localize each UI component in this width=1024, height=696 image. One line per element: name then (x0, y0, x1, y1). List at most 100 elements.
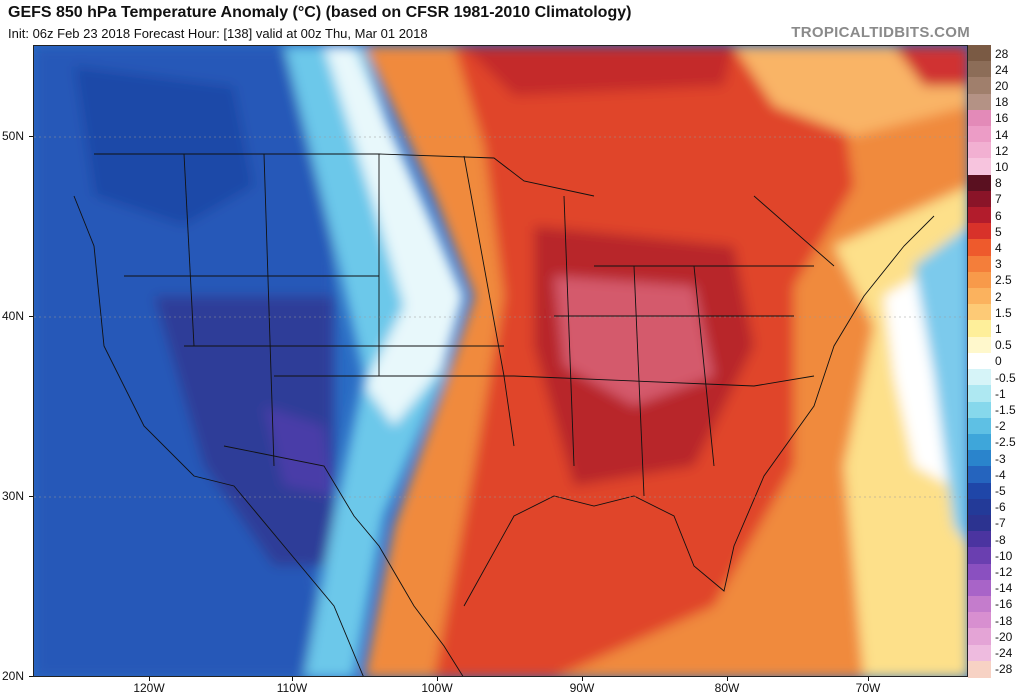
us-mexico-border (223, 445, 464, 676)
colorbar-entry: 1 (968, 320, 1024, 338)
colorbar-entry: -1 (968, 385, 1024, 403)
colorbar-label: 0.5 (995, 338, 1012, 353)
colorbar-label: -10 (995, 548, 1013, 563)
colorbar-entry: -0.5 (968, 369, 1024, 387)
colorbar-label: 16 (995, 111, 1009, 126)
lon-tick (292, 677, 293, 681)
colorbar-label: -6 (995, 500, 1006, 515)
colorbar-label: 2.5 (995, 273, 1012, 288)
colorbar-entry: -2 (968, 417, 1024, 435)
colorbar-label: 0 (995, 354, 1002, 369)
colorbar-entry: 14 (968, 126, 1024, 144)
colorbar-swatch (968, 531, 991, 549)
colorbar-entry: 10 (968, 158, 1024, 176)
colorbar-swatch (968, 401, 991, 419)
colorbar-entry: -16 (968, 595, 1024, 613)
colorbar-entry: 20 (968, 77, 1024, 95)
colorbar-entry: -20 (968, 628, 1024, 646)
colorbar-label: 20 (995, 78, 1009, 93)
lat-tick (29, 676, 33, 677)
us-canada-border (94, 153, 595, 197)
colorbar-swatch (968, 482, 991, 500)
colorbar-label: -18 (995, 613, 1013, 628)
colorbar-swatch (968, 320, 991, 338)
colorbar-swatch (968, 45, 991, 62)
colorbar-swatch (968, 126, 991, 144)
colorbar-entry: -5 (968, 482, 1024, 500)
colorbar-swatch (968, 660, 991, 678)
colorbar-label: 14 (995, 127, 1009, 142)
colorbar-swatch (968, 304, 991, 322)
cold-anomaly-southwest (154, 296, 334, 566)
colorbar-label: 12 (995, 143, 1009, 158)
colorbar-label: -7 (995, 516, 1006, 531)
colorbar-entry: 4 (968, 239, 1024, 257)
colorbar-entry: -12 (968, 563, 1024, 581)
colorbar-swatch (968, 433, 991, 451)
colorbar-swatch (968, 644, 991, 662)
west-coast (73, 195, 364, 676)
lon-tick (149, 677, 150, 681)
lat-tick (29, 316, 33, 317)
colorbar-label: 6 (995, 208, 1002, 223)
colorbar-label: -3 (995, 451, 1006, 466)
colorbar-swatch (968, 498, 991, 516)
colorbar-entry: -14 (968, 579, 1024, 597)
colorbar-entry: 7 (968, 190, 1024, 208)
cold-anomaly-northwest (74, 66, 254, 226)
colorbar-swatch (968, 93, 991, 111)
colorbar-swatch (968, 271, 991, 289)
colorbar-swatch (968, 109, 991, 127)
colorbar-entry: -4 (968, 466, 1024, 484)
colorbar-label: -1.5 (995, 403, 1016, 417)
colorbar-swatch (968, 255, 991, 273)
lat-label-30n: 30N (2, 489, 25, 503)
lon-tick (727, 677, 728, 681)
map-title: GEFS 850 hPa Temperature Anomaly (°C) (b… (8, 4, 632, 21)
colorbar-entry: 28 (968, 45, 1024, 62)
colorbar-label: 18 (995, 95, 1009, 110)
colorbar-label: 7 (995, 192, 1002, 207)
brand-watermark: TROPICALTIDBITS.COM (791, 24, 970, 41)
cool-atlantic (914, 227, 967, 544)
cold-core-purple (264, 406, 334, 496)
colorbar-entry: -18 (968, 612, 1024, 630)
colorbar-label: -20 (995, 629, 1013, 644)
colorbar-entry: 2.5 (968, 271, 1024, 289)
colorbar-label: -5 (995, 484, 1006, 499)
colorbar-entry: 0.5 (968, 336, 1024, 354)
colorbar-entry: -3 (968, 450, 1024, 468)
warm-anomaly-northeast (894, 46, 967, 86)
colorbar-swatch (968, 174, 991, 192)
colorbar-label: -8 (995, 532, 1006, 547)
colorbar-entry: -6 (968, 498, 1024, 516)
boundaries (73, 153, 935, 676)
colorbar-swatch (968, 466, 991, 484)
colorbar-entry: 0 (968, 352, 1024, 370)
colorbar-label: -28 (995, 662, 1013, 677)
colorbar-label: 5 (995, 224, 1002, 239)
lon-tick (437, 677, 438, 681)
colorbar-swatch (968, 612, 991, 630)
colorbar-swatch (968, 628, 991, 646)
colorbar-entry: 2 (968, 288, 1024, 306)
colorbar-entry: -10 (968, 547, 1024, 565)
colorbar-label: -16 (995, 597, 1013, 612)
map-canvas (34, 46, 967, 676)
lat-label-20n: 20N (2, 669, 25, 683)
lon-label-90w: 90W (569, 681, 595, 695)
colorbar-entry: 18 (968, 93, 1024, 111)
colorbar-swatch (968, 223, 991, 241)
colorbar-swatch (968, 450, 991, 468)
colorbar-label: 24 (995, 62, 1009, 77)
colorbar-label: -1 (995, 386, 1006, 401)
colorbar-entry: 1.5 (968, 304, 1024, 322)
warm-anomaly-north (464, 46, 734, 96)
colorbar-entry: -8 (968, 531, 1024, 549)
colorbar-swatch (968, 158, 991, 176)
lon-tick (868, 677, 869, 681)
colorbar-label: -2 (995, 419, 1006, 434)
gulf-east-coast (463, 215, 935, 607)
colorbar-entry: 6 (968, 207, 1024, 225)
colorbar-label: -12 (995, 565, 1013, 580)
